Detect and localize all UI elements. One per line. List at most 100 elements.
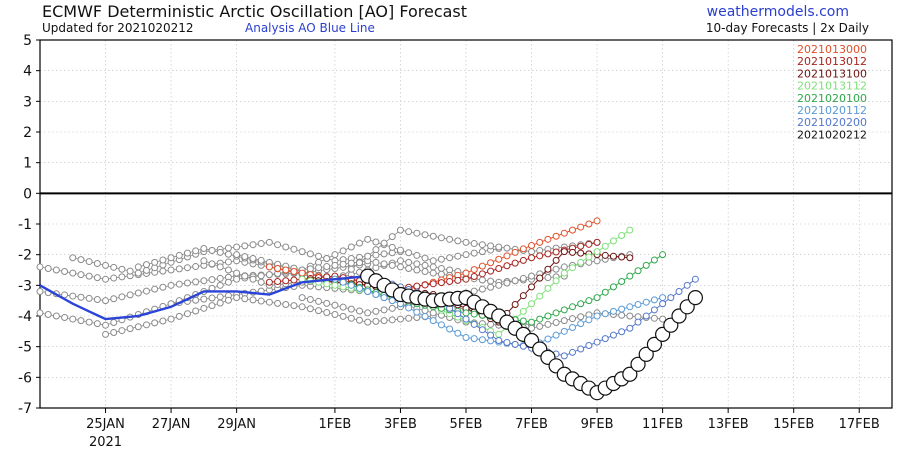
- older-run-point: [200, 245, 208, 253]
- older-run-point: [569, 315, 576, 323]
- older-run-point: [167, 281, 175, 289]
- older-run-point: [380, 317, 388, 325]
- older-run-point: [364, 235, 372, 243]
- older-run-point: [356, 239, 363, 247]
- forecast-run-point: [487, 337, 495, 345]
- forecast-run-point: [585, 316, 593, 324]
- forecast-run-point: [634, 301, 642, 308]
- older-run-point: [446, 254, 454, 262]
- forecast-run-point: [577, 300, 585, 308]
- forecast-run-point: [585, 253, 593, 261]
- older-run-point: [306, 265, 314, 273]
- forecast-run-point: [478, 336, 486, 344]
- older-run-point: [183, 310, 191, 318]
- forecast-run-point: [577, 242, 585, 250]
- forecast-run-point: [454, 310, 462, 318]
- forecast-run-point: [519, 317, 527, 325]
- forecast-run-point: [536, 252, 544, 260]
- older-run-point: [323, 255, 331, 262]
- forecast-run-point: [528, 300, 536, 308]
- older-run-point: [437, 234, 445, 242]
- older-run-point: [159, 283, 167, 291]
- older-run-point: [200, 257, 208, 265]
- older-run-point: [446, 235, 454, 243]
- forecast-run-point: [560, 269, 568, 277]
- older-run-point: [495, 243, 503, 251]
- forecast-run-point: [511, 259, 519, 267]
- older-run-point: [36, 263, 44, 271]
- y-tick-label: -2: [18, 248, 32, 264]
- older-run-point: [290, 245, 298, 253]
- older-run-point: [339, 247, 347, 255]
- older-run-point: [298, 248, 306, 256]
- older-run-point: [315, 307, 323, 315]
- y-tick-label: -3: [18, 278, 32, 294]
- forecast-run-point: [413, 282, 421, 290]
- older-run-point: [560, 317, 568, 325]
- x-tick-label: 7FEB: [515, 417, 548, 432]
- forecast-run-point: [421, 281, 429, 289]
- latest-run-point: [630, 356, 646, 372]
- older-run-point: [421, 231, 429, 239]
- x-tick-label: 3FEB: [384, 417, 417, 432]
- older-run-point: [339, 260, 347, 268]
- older-run-point: [454, 252, 462, 260]
- forecast-run-point: [552, 331, 560, 339]
- forecast-run-point: [585, 297, 593, 305]
- older-run-point: [364, 309, 372, 317]
- older-run-point: [282, 301, 290, 308]
- older-run-point: [462, 238, 470, 246]
- legend-entry: 2021020212: [797, 128, 867, 141]
- older-run-point: [151, 319, 159, 327]
- older-run-point: [69, 292, 77, 300]
- forecast-run-point: [478, 262, 486, 270]
- y-tick-label: -5: [18, 340, 32, 356]
- forecast-run-point: [593, 238, 601, 246]
- site-link[interactable]: weathermodels.com: [706, 4, 849, 20]
- forecast-run-point: [577, 249, 585, 257]
- older-run-point: [110, 263, 118, 271]
- forecast-run-point: [626, 254, 634, 262]
- older-run-point: [36, 287, 44, 295]
- forecast-run-point: [495, 337, 503, 345]
- older-run-point: [241, 242, 249, 250]
- older-run-point: [44, 310, 52, 318]
- forecast-run-point: [429, 280, 437, 288]
- forecast-run-point: [462, 309, 470, 317]
- forecast-run-point: [265, 263, 273, 271]
- older-run-point: [421, 254, 429, 262]
- older-run-point: [175, 251, 183, 259]
- older-run-point: [126, 325, 134, 333]
- forecast-run-point: [536, 292, 544, 300]
- older-run-point: [437, 270, 445, 278]
- older-run-point: [118, 327, 126, 335]
- older-run-point: [528, 248, 536, 256]
- forecast-run-point: [323, 280, 331, 288]
- older-run-point: [61, 268, 69, 276]
- older-run-point: [77, 317, 85, 325]
- forecast-run-point: [569, 248, 576, 256]
- older-run-point: [503, 244, 511, 252]
- forecast-run-point: [601, 288, 609, 296]
- older-run-point: [249, 255, 257, 262]
- forecast-run-point: [569, 324, 576, 331]
- forecast-run-point: [609, 307, 617, 315]
- older-run-point: [85, 318, 93, 326]
- older-run-point: [495, 281, 503, 289]
- older-run-point: [560, 263, 568, 271]
- older-run-point: [216, 299, 224, 307]
- forecast-run-point: [388, 297, 396, 305]
- forecast-run-point: [544, 250, 552, 258]
- forecast-run-point: [618, 305, 626, 313]
- older-run-point: [421, 268, 429, 276]
- forecast-run-point: [282, 266, 290, 274]
- older-run-point: [200, 277, 208, 285]
- older-run-point: [224, 258, 232, 266]
- older-run-point: [470, 287, 478, 295]
- forecast-run-point: [265, 278, 273, 286]
- older-run-point: [544, 274, 552, 282]
- older-run-point: [462, 251, 470, 259]
- older-run-point: [372, 258, 380, 266]
- older-run-point: [487, 283, 495, 291]
- older-run-point: [118, 273, 126, 281]
